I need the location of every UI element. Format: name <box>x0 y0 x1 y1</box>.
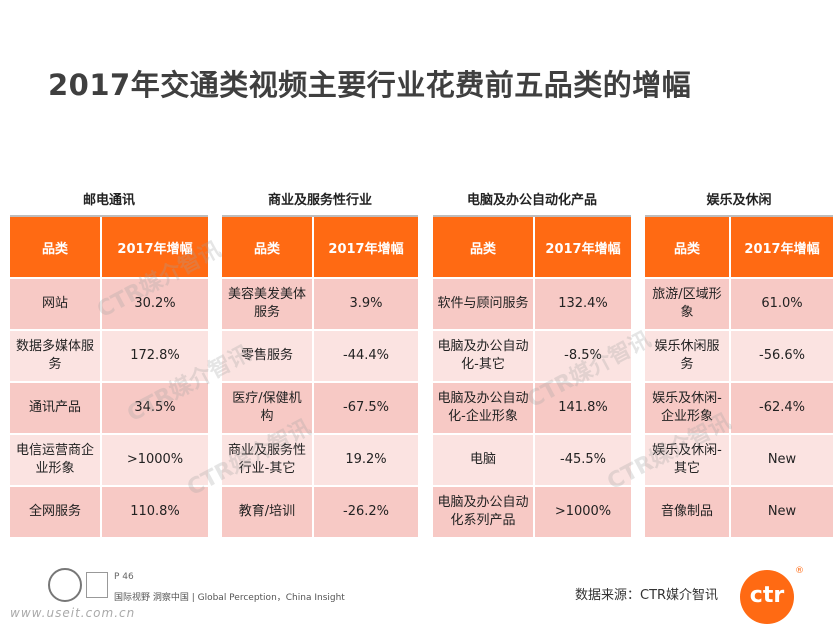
row-value: 34.5% <box>102 381 208 433</box>
row-item: 电信运营商企业形象 <box>10 433 102 485</box>
row-item: 电脑及办公自动化-企业形象 <box>433 381 535 433</box>
row-item: 商业及服务性行业-其它 <box>222 433 314 485</box>
row-item: 娱乐及休闲-企业形象 <box>645 381 731 433</box>
table-row: 旅游/区域形象 61.0% <box>645 277 833 329</box>
header-category: 品类 <box>433 217 535 277</box>
table-row: 数据多媒体服务 172.8% <box>10 329 208 381</box>
table-row: 娱乐及休闲-其它 New <box>645 433 833 485</box>
table-row: 软件与顾问服务 132.4% <box>433 277 631 329</box>
row-item: 娱乐及休闲-其它 <box>645 433 731 485</box>
website-url: www.useit.com.cn <box>10 606 136 620</box>
table-row: 零售服务 -44.4% <box>222 329 418 381</box>
table-row: 教育/培训 -26.2% <box>222 485 418 537</box>
data-table: 品类 2017年增幅 软件与顾问服务 132.4% 电脑及办公自动化-其它 -8.5… <box>433 217 631 537</box>
ctr-logo: ctr <box>740 570 794 624</box>
panel-computers: 电脑及办公自动化产品 品类 2017年增幅 软件与顾问服务 132.4% 电脑及办… <box>433 190 631 537</box>
registered-mark: ® <box>795 566 804 576</box>
row-item: 数据多媒体服务 <box>10 329 102 381</box>
row-item: 音像制品 <box>645 485 731 537</box>
row-item: 通讯产品 <box>10 381 102 433</box>
row-item: 全网服务 <box>10 485 102 537</box>
row-item: 旅游/区域形象 <box>645 277 731 329</box>
row-item: 美容美发美体服务 <box>222 277 314 329</box>
data-table: 品类 2017年增幅 美容美发美体服务 3.9% 零售服务 -44.4% 医疗/保健… <box>222 217 418 537</box>
row-value: >1000% <box>535 485 631 537</box>
row-value: >1000% <box>102 433 208 485</box>
category-title: 娱乐及休闲 <box>706 193 772 208</box>
row-value: 172.8% <box>102 329 208 381</box>
header-growth: 2017年增幅 <box>535 217 631 277</box>
row-item: 医疗/保健机构 <box>222 381 314 433</box>
table-header: 品类 2017年增幅 <box>433 217 631 277</box>
row-item: 电脑及办公自动化-其它 <box>433 329 535 381</box>
certification-badge-icon <box>86 572 108 598</box>
table-row: 医疗/保健机构 -67.5% <box>222 381 418 433</box>
row-value: -56.6% <box>731 329 833 381</box>
row-value: -45.5% <box>535 433 631 485</box>
divider <box>645 215 833 217</box>
divider <box>433 215 631 217</box>
row-value: 30.2% <box>102 277 208 329</box>
certification-seal-icon <box>48 568 82 602</box>
header-growth: 2017年增幅 <box>102 217 208 277</box>
row-value: 19.2% <box>314 433 418 485</box>
header-category: 品类 <box>222 217 314 277</box>
table-row: 电脑及办公自动化系列产品 >1000% <box>433 485 631 537</box>
table-row: 通讯产品 34.5% <box>10 381 208 433</box>
table-header: 品类 2017年增幅 <box>645 217 833 277</box>
table-row: 全网服务 110.8% <box>10 485 208 537</box>
header-category: 品类 <box>10 217 102 277</box>
row-value: -8.5% <box>535 329 631 381</box>
table-header: 品类 2017年增幅 <box>10 217 208 277</box>
table-row: 电脑及办公自动化-企业形象 141.8% <box>433 381 631 433</box>
category-title: 电脑及办公自动化产品 <box>466 193 597 208</box>
row-value: New <box>731 485 833 537</box>
row-item: 教育/培训 <box>222 485 314 537</box>
row-item: 电脑及办公自动化系列产品 <box>433 485 535 537</box>
panel-telecom: 邮电通讯 品类 2017年增幅 网站 30.2% 数据多媒体服务 172.8% 通讯… <box>10 190 208 537</box>
tagline: 国际视野 洞察中国 | Global Perception，China Insi… <box>114 593 345 603</box>
data-table: 品类 2017年增幅 网站 30.2% 数据多媒体服务 172.8% 通讯产品 34.… <box>10 217 208 537</box>
row-value: 141.8% <box>535 381 631 433</box>
table-row: 音像制品 New <box>645 485 833 537</box>
panel-entertainment: 娱乐及休闲 品类 2017年增幅 旅游/区域形象 61.0% 娱乐休闲服务 -56.… <box>645 190 833 537</box>
table-row: 娱乐及休闲-企业形象 -62.4% <box>645 381 833 433</box>
row-value: -26.2% <box>314 485 418 537</box>
row-item: 零售服务 <box>222 329 314 381</box>
row-item: 网站 <box>10 277 102 329</box>
table-row: 电脑及办公自动化-其它 -8.5% <box>433 329 631 381</box>
row-value: New <box>731 433 833 485</box>
divider <box>10 215 208 217</box>
table-row: 网站 30.2% <box>10 277 208 329</box>
data-table: 品类 2017年增幅 旅游/区域形象 61.0% 娱乐休闲服务 -56.6% 娱乐及… <box>645 217 833 537</box>
category-title: 商业及服务性行业 <box>267 193 372 208</box>
header-growth: 2017年增幅 <box>314 217 418 277</box>
table-row: 电信运营商企业形象 >1000% <box>10 433 208 485</box>
row-item: 软件与顾问服务 <box>433 277 535 329</box>
row-value: -62.4% <box>731 381 833 433</box>
table-row: 美容美发美体服务 3.9% <box>222 277 418 329</box>
table-row: 娱乐休闲服务 -56.6% <box>645 329 833 381</box>
category-title: 邮电通讯 <box>82 193 135 208</box>
row-value: 110.8% <box>102 485 208 537</box>
table-row: 电脑 -45.5% <box>433 433 631 485</box>
row-item: 电脑 <box>433 433 535 485</box>
panel-business: 商业及服务性行业 品类 2017年增幅 美容美发美体服务 3.9% 零售服务 -44… <box>222 190 418 537</box>
data-source: 数据来源：CTR媒介智讯 <box>575 588 719 603</box>
row-item: 娱乐休闲服务 <box>645 329 731 381</box>
table-header: 品类 2017年增幅 <box>222 217 418 277</box>
row-value: 132.4% <box>535 277 631 329</box>
header-category: 品类 <box>645 217 731 277</box>
table-row: 商业及服务性行业-其它 19.2% <box>222 433 418 485</box>
divider <box>222 215 418 217</box>
page-number: P 46 <box>114 572 134 582</box>
row-value: -44.4% <box>314 329 418 381</box>
page-title: 2017年交通类视频主要行业花费前五品类的增幅 <box>48 68 692 102</box>
header-growth: 2017年增幅 <box>731 217 833 277</box>
row-value: 61.0% <box>731 277 833 329</box>
row-value: 3.9% <box>314 277 418 329</box>
row-value: -67.5% <box>314 381 418 433</box>
